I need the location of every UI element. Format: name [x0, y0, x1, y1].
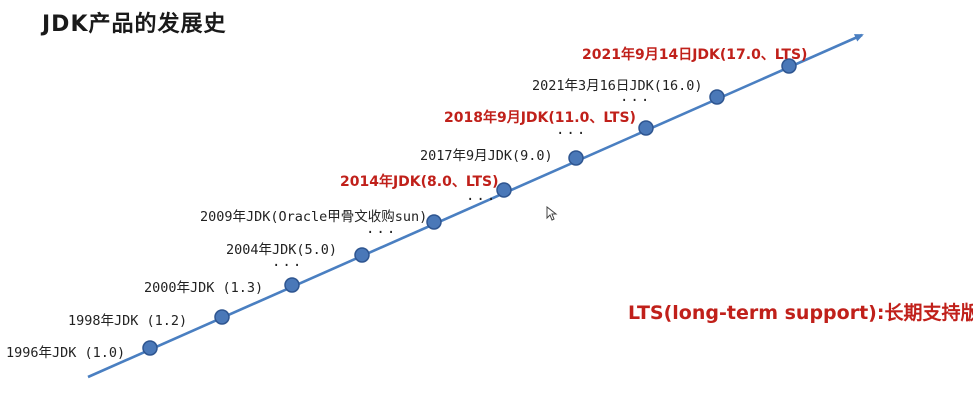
timeline-node	[781, 58, 797, 74]
milestone-label: 2021年3月16日JDK(16.0)	[532, 78, 703, 94]
milestone-label: 2009年JDK(Oracle甲骨文收购sun)	[200, 209, 428, 225]
milestone-label: 1996年JDK (1.0)	[6, 345, 126, 361]
timeline-node	[284, 277, 300, 293]
gap-ellipsis: ...	[556, 122, 588, 138]
mouse-pointer-icon	[546, 206, 558, 221]
milestone-label: 2004年JDK(5.0)	[226, 242, 338, 258]
milestone-label-lts: 2014年JDK(8.0、LTS)	[340, 174, 499, 190]
gap-ellipsis: ...	[272, 254, 304, 270]
gap-ellipsis: ...	[466, 188, 498, 204]
timeline-node	[709, 89, 725, 105]
timeline-node	[638, 120, 654, 136]
milestone-label-lts: 2018年9月JDK(11.0、LTS)	[444, 110, 636, 126]
gap-ellipsis: ...	[366, 221, 398, 237]
timeline-node	[568, 150, 584, 166]
milestone-label-lts: 2021年9月14日JDK(17.0、LTS)	[582, 47, 808, 63]
milestone-label: 1998年JDK (1.2)	[68, 313, 188, 329]
timeline-node	[142, 340, 158, 356]
lts-legend-note: LTS(long-term support):长期支持版	[628, 302, 973, 324]
milestone-label: 2017年9月JDK(9.0)	[420, 148, 553, 164]
timeline-node	[354, 247, 370, 263]
milestone-label: 2000年JDK (1.3)	[144, 280, 264, 296]
timeline-node	[426, 214, 442, 230]
page-title: JDK产品的发展史	[42, 12, 227, 37]
gap-ellipsis: ...	[620, 89, 652, 105]
timeline-node	[496, 182, 512, 198]
timeline-node	[214, 309, 230, 325]
